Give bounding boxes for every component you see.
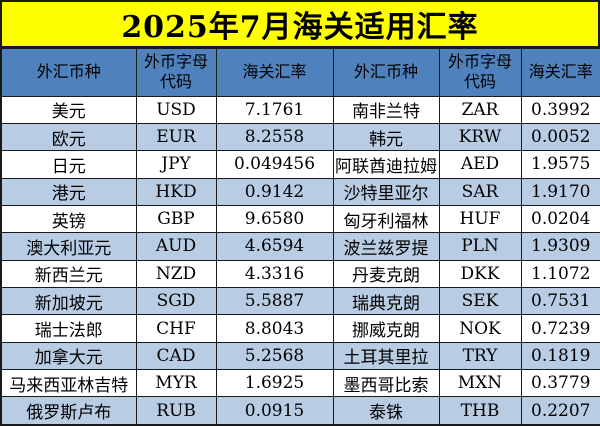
col-header-rate-right: 海关汇率	[520, 47, 600, 97]
header-row: 外汇币种 外币字母代码 海关汇率 外汇币种 外币字母代码 海关汇率	[0, 47, 600, 97]
currency-name-cell: 新加坡元	[0, 287, 137, 316]
currency-name-cell: 土耳其里拉	[332, 341, 440, 371]
currency-code-cell: NOK	[438, 314, 522, 343]
table-row: 新西兰元 NZD 4.3316 丹麦克朗 DKK 1.1072	[0, 259, 600, 289]
table-row: 新加坡元 SGD 5.5887 瑞典克朗 SEK 0.7531	[0, 287, 600, 316]
rate-cell: 0.049456	[215, 150, 334, 179]
currency-name-cell: 匈牙利福林	[332, 204, 440, 234]
col-header-code-right: 外币字母代码	[438, 47, 522, 97]
currency-name-cell: 俄罗斯卢布	[0, 396, 137, 426]
rate-cell: 5.5887	[215, 287, 334, 316]
currency-code-cell: CAD	[135, 341, 217, 371]
table-row: 俄罗斯卢布 RUB 0.0915 泰铢 THB 0.2207	[0, 396, 600, 426]
currency-name-cell: 阿联酋迪拉姆	[332, 150, 440, 179]
currency-code-cell: KRW	[438, 122, 522, 152]
currency-name-cell: 瑞士法郎	[0, 314, 137, 343]
currency-code-cell: HUF	[438, 204, 522, 234]
rate-cell: 0.1819	[520, 341, 600, 371]
currency-name-cell: 沙特里亚尔	[332, 177, 440, 206]
table-row: 欧元 EUR 8.2558 韩元 KRW 0.0052	[0, 122, 600, 152]
rate-cell: 1.6925	[215, 369, 334, 398]
col-header-currency-right: 外汇币种	[332, 47, 440, 97]
currency-code-cell: JPY	[135, 150, 217, 179]
currency-code-cell: TRY	[438, 341, 522, 371]
page-title: 2025年7月海关适用汇率	[0, 0, 600, 47]
exchange-rate-table: 外汇币种 外币字母代码 海关汇率 外汇币种 外币字母代码 海关汇率 美元 USD 7…	[0, 47, 600, 426]
currency-name-cell: 美元	[0, 95, 137, 124]
table-row: 澳大利亚元 AUD 4.6594 波兰兹罗提 PLN 1.9309	[0, 232, 600, 261]
currency-code-cell: SEK	[438, 287, 522, 316]
rate-cell: 0.0915	[215, 396, 334, 426]
rate-cell: 7.1761	[215, 95, 334, 124]
table-row: 美元 USD 7.1761 南非兰特 ZAR 0.3992	[0, 95, 600, 124]
table-body: 美元 USD 7.1761 南非兰特 ZAR 0.3992 欧元 EUR 8.2558 韩元 KRW…	[0, 95, 600, 426]
currency-code-cell: NZD	[135, 259, 217, 289]
rate-cell: 1.9575	[520, 150, 600, 179]
rate-cell: 0.9142	[215, 177, 334, 206]
rate-cell: 8.8043	[215, 314, 334, 343]
currency-code-cell: CHF	[135, 314, 217, 343]
currency-code-cell: THB	[438, 396, 522, 426]
currency-name-cell: 英镑	[0, 204, 137, 234]
currency-code-cell: AED	[438, 150, 522, 179]
currency-name-cell: 日元	[0, 150, 137, 179]
rate-cell: 4.3316	[215, 259, 334, 289]
currency-name-cell: 澳大利亚元	[0, 232, 137, 261]
rate-cell: 8.2558	[215, 122, 334, 152]
rate-cell: 4.6594	[215, 232, 334, 261]
currency-code-cell: EUR	[135, 122, 217, 152]
currency-name-cell: 墨西哥比索	[332, 369, 440, 398]
currency-code-cell: ZAR	[438, 95, 522, 124]
rate-cell: 0.7531	[520, 287, 600, 316]
rate-cell: 1.9170	[520, 177, 600, 206]
rate-cell: 9.6580	[215, 204, 334, 234]
currency-name-cell: 港元	[0, 177, 137, 206]
currency-name-cell: 韩元	[332, 122, 440, 152]
table-row: 瑞士法郎 CHF 8.8043 挪威克朗 NOK 0.7239	[0, 314, 600, 343]
currency-name-cell: 新西兰元	[0, 259, 137, 289]
currency-name-cell: 泰铢	[332, 396, 440, 426]
table-row: 英镑 GBP 9.6580 匈牙利福林 HUF 0.0204	[0, 204, 600, 234]
rate-cell: 0.3779	[520, 369, 600, 398]
currency-name-cell: 挪威克朗	[332, 314, 440, 343]
rate-cell: 0.0204	[520, 204, 600, 234]
currency-code-cell: SGD	[135, 287, 217, 316]
rate-cell: 0.7239	[520, 314, 600, 343]
table-row: 加拿大元 CAD 5.2568 土耳其里拉 TRY 0.1819	[0, 341, 600, 371]
currency-code-cell: USD	[135, 95, 217, 124]
currency-name-cell: 波兰兹罗提	[332, 232, 440, 261]
currency-code-cell: HKD	[135, 177, 217, 206]
currency-code-cell: MYR	[135, 369, 217, 398]
rate-cell: 0.2207	[520, 396, 600, 426]
currency-code-cell: AUD	[135, 232, 217, 261]
table-row: 港元 HKD 0.9142 沙特里亚尔 SAR 1.9170	[0, 177, 600, 206]
col-header-rate-left: 海关汇率	[215, 47, 334, 97]
currency-code-cell: RUB	[135, 396, 217, 426]
rate-cell: 1.9309	[520, 232, 600, 261]
currency-name-cell: 瑞典克朗	[332, 287, 440, 316]
currency-name-cell: 丹麦克朗	[332, 259, 440, 289]
currency-name-cell: 加拿大元	[0, 341, 137, 371]
currency-name-cell: 欧元	[0, 122, 137, 152]
col-header-currency-left: 外汇币种	[0, 47, 137, 97]
currency-code-cell: GBP	[135, 204, 217, 234]
currency-name-cell: 南非兰特	[332, 95, 440, 124]
rate-cell: 1.1072	[520, 259, 600, 289]
currency-code-cell: SAR	[438, 177, 522, 206]
currency-code-cell: PLN	[438, 232, 522, 261]
rate-cell: 0.3992	[520, 95, 600, 124]
currency-code-cell: MXN	[438, 369, 522, 398]
rate-cell: 0.0052	[520, 122, 600, 152]
table-row: 马来西亚林吉特 MYR 1.6925 墨西哥比索 MXN 0.3779	[0, 369, 600, 398]
currency-name-cell: 马来西亚林吉特	[0, 369, 137, 398]
table-row: 日元 JPY 0.049456 阿联酋迪拉姆 AED 1.9575	[0, 150, 600, 179]
rate-cell: 5.2568	[215, 341, 334, 371]
currency-code-cell: DKK	[438, 259, 522, 289]
col-header-code-left: 外币字母代码	[135, 47, 217, 97]
